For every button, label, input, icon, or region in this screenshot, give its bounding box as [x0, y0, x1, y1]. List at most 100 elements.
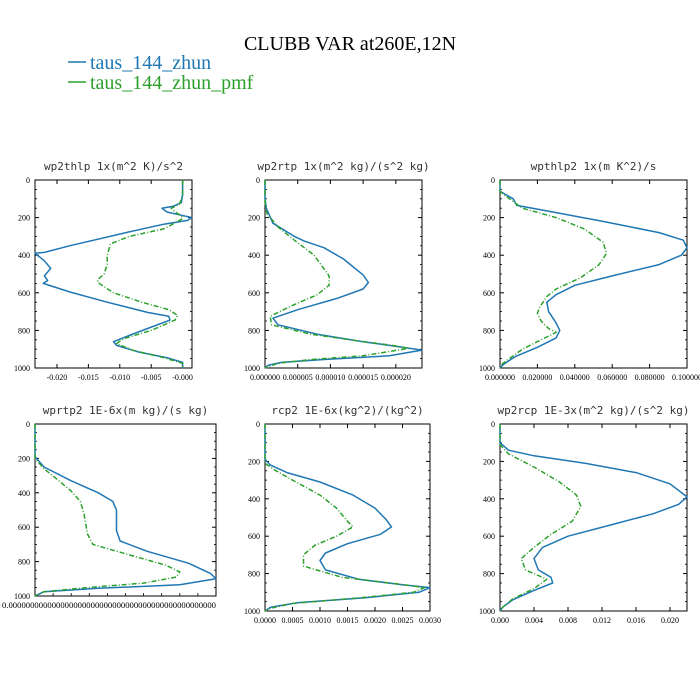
x-tick-label: 0.000000: [485, 373, 515, 382]
y-tick-label: 1000: [479, 607, 495, 616]
x-tick-label: 0.020000: [522, 373, 552, 382]
plot-frame: [499, 423, 688, 612]
panel-title: wp2thlp 1x(m^2 K)/s^2: [44, 160, 183, 173]
plot-frame: [264, 179, 423, 369]
x-tick-label: 0.000010: [315, 373, 345, 382]
x-tick-label: 0.040000: [560, 373, 590, 382]
panel-title: wp2rtp 1x(m^2 kg)/(s^2 kg): [257, 160, 429, 173]
y-tick-label: 1000: [244, 364, 260, 373]
plot-frame: [34, 179, 193, 369]
x-tick-label: -0.000: [172, 373, 193, 382]
panel-title: wprtp2 1E-6x(m kg)/(s kg): [43, 404, 209, 417]
x-tick-label: 0.016: [627, 616, 645, 625]
panel-title: rcp2 1E-6x(kg^2)/(kg^2): [271, 404, 423, 417]
y-tick-label: 600: [248, 289, 260, 298]
x-tick-label: 0.000000: [250, 373, 280, 382]
series-line-zhun-pmf: [34, 424, 181, 597]
y-tick-label: 800: [18, 558, 30, 567]
y-tick-label: 400: [248, 495, 260, 504]
y-tick-label: 1000: [14, 364, 30, 373]
panel-grid: wp2thlp 1x(m^2 K)/s^2 0 200 400 600 800 1000 -0…: [2, 160, 700, 625]
y-tick-label: 600: [483, 289, 495, 298]
y-tick-label: 200: [248, 214, 260, 223]
series-line-zhun-pmf: [264, 180, 410, 369]
series-line-zhun: [264, 180, 423, 369]
y-tick-label: 200: [18, 214, 30, 223]
y-tick-label: 600: [18, 523, 30, 532]
x-tick-label: 0.008: [559, 616, 577, 625]
y-tick-label: 200: [483, 214, 495, 223]
y-tick-label: 0: [26, 420, 30, 429]
x-tick-label: 0.020: [661, 616, 679, 625]
legend: taus_144_zhun taus_144_zhun_pmf: [68, 52, 254, 94]
y-tick-label: 400: [18, 489, 30, 498]
series-line-zhun: [34, 180, 193, 368]
x-tick-label: 0.000005: [283, 373, 313, 382]
y-tick-label: 800: [483, 326, 495, 335]
series-line-zhun: [499, 424, 688, 612]
x-tick-label: -0.005: [141, 373, 162, 382]
y-tick-label: 1000: [244, 607, 260, 616]
x-tick-label: 0.000015: [348, 373, 378, 382]
x-tick-label: 0.000020: [381, 373, 411, 382]
panel-title: wpthlp2 1x(m K^2)/s: [531, 160, 657, 173]
y-tick-label: 0: [491, 176, 495, 185]
y-tick-label: 600: [248, 532, 260, 541]
series-line-zhun: [34, 424, 217, 597]
y-tick-label: 1000: [479, 364, 495, 373]
figure-title: CLUBB VAR at260E,12N: [244, 33, 456, 55]
series-line-zhun: [499, 180, 688, 369]
x-tick-label: 0.0000: [254, 616, 276, 625]
panel-title: wp2rcp 1E-3x(m^2 kg)/(s^2 kg): [497, 404, 689, 417]
panel-6: wp2rcp 1E-3x(m^2 kg)/(s^2 kg)0 200 400 600 8…: [479, 404, 690, 625]
y-tick-label: 200: [248, 457, 260, 466]
x-tick-label: 0.012: [593, 616, 611, 625]
legend-label-2: taus_144_zhun_pmf: [90, 72, 254, 94]
x-tick-labels-overlapping: 0.00000000000000000000000000000000000000…: [2, 601, 216, 610]
y-tick-label: 1000: [14, 592, 30, 601]
y-tick-label: 800: [248, 326, 260, 335]
plot-frame: [264, 423, 431, 612]
y-tick-label: 400: [483, 495, 495, 504]
x-tick-label: -0.020: [47, 373, 68, 382]
y-tick-label: 600: [483, 532, 495, 541]
y-tick-label: 400: [18, 251, 30, 260]
x-tick-label: 0.0010: [309, 616, 331, 625]
x-tick-label: 0.0030: [419, 616, 441, 625]
series-line-zhun-pmf: [499, 424, 582, 612]
plot-frame: [34, 423, 217, 597]
series-line-zhun-pmf: [97, 180, 184, 368]
series-line-zhun: [264, 424, 431, 612]
y-tick-label: 400: [483, 251, 495, 260]
x-tick-label: 0.080000: [635, 373, 665, 382]
y-tick-label: 200: [18, 454, 30, 463]
y-tick-label: 400: [248, 251, 260, 260]
y-tick-label: 800: [248, 570, 260, 579]
panel-4: wprtp2 1E-6x(m kg)/(s kg) 0 200 400 600 800 10…: [2, 404, 217, 610]
y-tick-label: 0: [256, 176, 260, 185]
panel-5: rcp2 1E-6x(kg^2)/(kg^2) 0 200 400 600 800 1000…: [244, 404, 441, 625]
y-tick-label: 200: [483, 457, 495, 466]
y-tick-label: 800: [18, 326, 30, 335]
x-tick-label: -0.010: [109, 373, 130, 382]
x-tick-label: 0.100000: [672, 373, 700, 382]
x-tick-label: 0.060000: [597, 373, 627, 382]
panel-1: wp2thlp 1x(m^2 K)/s^2 0 200 400 600 800 1000 -0…: [14, 160, 193, 382]
y-tick-label: 0: [26, 176, 30, 185]
x-tick-label: 0.0025: [392, 616, 414, 625]
x-tick-label: 0.0020: [364, 616, 386, 625]
x-tick-label: -0.015: [78, 373, 99, 382]
y-tick-label: 0: [491, 420, 495, 429]
series-line-zhun-pmf: [264, 424, 426, 612]
x-tick-label: 0.0015: [337, 616, 359, 625]
x-tick-label: 0.000: [491, 616, 509, 625]
y-tick-label: 800: [483, 570, 495, 579]
y-tick-label: 600: [18, 289, 30, 298]
x-tick-label: 0.004: [525, 616, 543, 625]
x-tick-label: 0.0005: [282, 616, 304, 625]
y-tick-label: 0: [256, 420, 260, 429]
legend-label-1: taus_144_zhun: [90, 52, 211, 74]
panel-3: wpthlp2 1x(m K^2)/s 0 200 400 600 800 10000.00…: [479, 160, 700, 382]
panel-2: wp2rtp 1x(m^2 kg)/(s^2 kg) 0 200 400 600 800 1…: [244, 160, 430, 382]
